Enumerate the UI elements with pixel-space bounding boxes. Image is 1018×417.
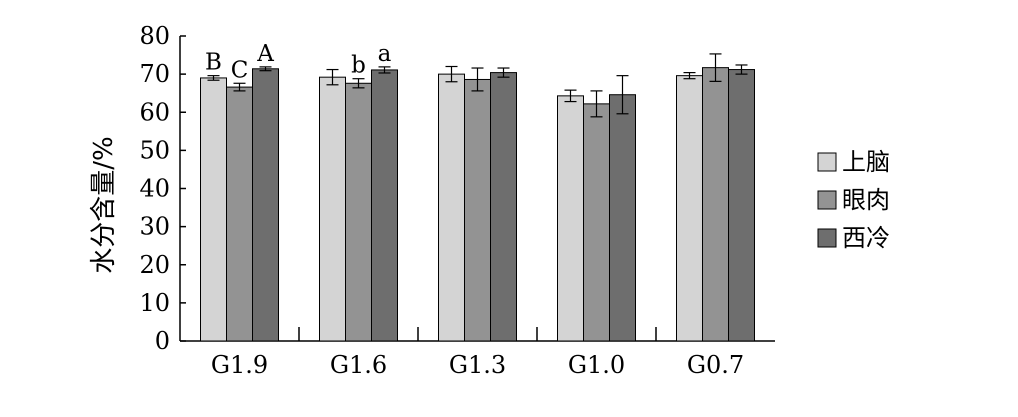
bar <box>702 67 729 342</box>
bar <box>728 69 755 342</box>
x-tick-labels: G1.9 G1.6 G1.3 G1.0 G0.7 <box>211 351 744 379</box>
bar <box>557 95 584 342</box>
bar <box>252 68 279 342</box>
significance-label: B <box>205 50 222 76</box>
y-tick-label: 40 <box>139 175 170 203</box>
y-ticks: 0 10 20 30 40 50 60 70 80 <box>139 22 186 355</box>
bar <box>345 82 372 342</box>
legend-label: 西冷 <box>842 224 890 252</box>
bar <box>319 76 346 342</box>
y-tick-label: 20 <box>139 251 170 279</box>
y-tick-label: 30 <box>139 213 170 241</box>
significance-label: b <box>351 53 366 79</box>
legend-swatch <box>817 190 837 210</box>
bar <box>609 94 636 342</box>
x-tick-label: G0.7 <box>687 351 744 379</box>
x-tick-label: G1.9 <box>211 351 268 379</box>
bar <box>371 69 398 342</box>
y-tick-label: 70 <box>139 60 170 88</box>
significance-label: A <box>256 41 274 67</box>
legend-swatch <box>817 152 837 172</box>
legend-label: 眼肉 <box>842 186 890 214</box>
bar <box>490 72 517 342</box>
legend-label: 上脑 <box>842 148 890 176</box>
y-tick-label: 10 <box>139 289 170 317</box>
x-tick-label: G1.3 <box>449 351 506 379</box>
error-bars <box>207 53 748 118</box>
y-tick-label: 80 <box>139 22 170 50</box>
bar <box>200 77 227 342</box>
x-tick-label: G1.6 <box>330 351 387 379</box>
significance-label: C <box>231 57 249 83</box>
significance-label: a <box>378 41 392 67</box>
y-axis-label: 水分含量/% <box>89 136 119 273</box>
bar <box>226 86 253 342</box>
y-tick-label: 50 <box>139 136 170 164</box>
bars <box>200 67 755 342</box>
bar <box>676 75 703 342</box>
y-tick-label: 0 <box>155 327 170 355</box>
bar <box>583 103 610 342</box>
x-tick-label: G1.0 <box>568 351 625 379</box>
legend-swatch <box>817 228 837 248</box>
y-tick-label: 60 <box>139 98 170 126</box>
bar <box>438 73 465 342</box>
significance-labels: B CA b a <box>205 41 392 83</box>
bar <box>464 78 491 342</box>
